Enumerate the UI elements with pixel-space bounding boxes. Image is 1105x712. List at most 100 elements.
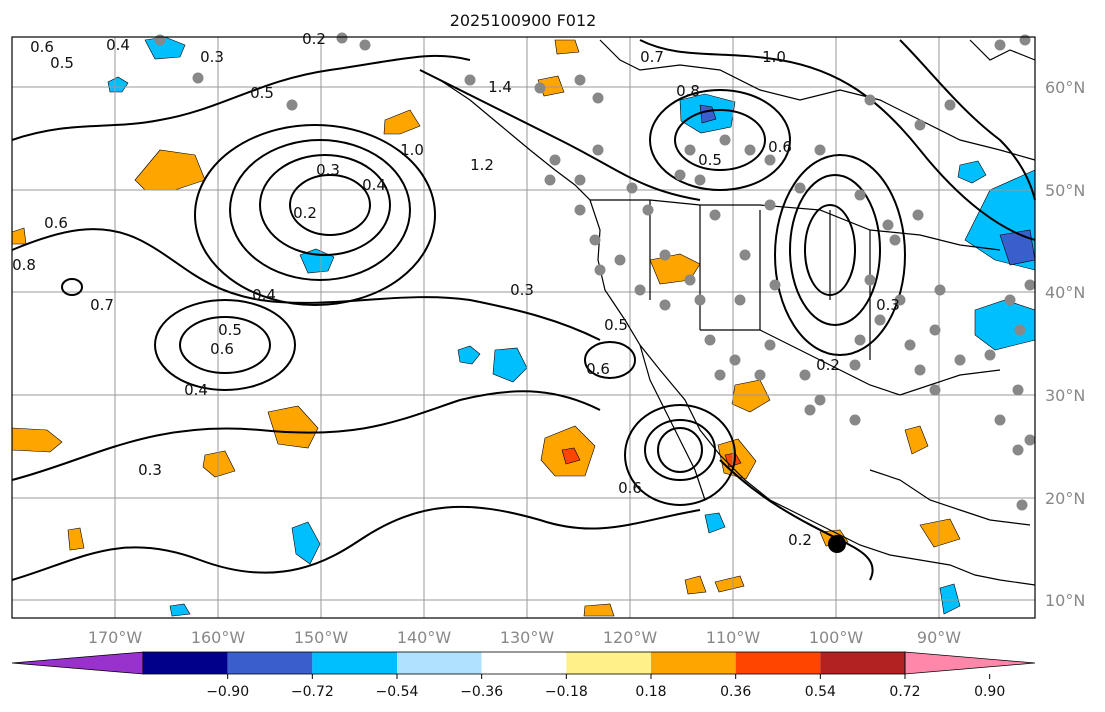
contour-label: 0.3 — [876, 296, 900, 314]
station-dot — [764, 339, 776, 351]
colorbar-label: 0.90 — [974, 684, 1005, 700]
station-dot — [1024, 279, 1036, 291]
station-markers — [154, 32, 1036, 511]
contour-label: 0.4 — [252, 286, 276, 304]
station-dot — [359, 39, 371, 51]
contour-label: 0.6 — [30, 38, 54, 56]
station-dot — [594, 264, 606, 276]
station-dot — [1014, 324, 1026, 336]
contour-label: 0.4 — [184, 381, 208, 399]
blue-patch — [939, 583, 961, 615]
orange-patch — [202, 450, 236, 478]
contour-label: 1.4 — [488, 78, 512, 96]
longitude-label: 120°W — [603, 628, 658, 647]
station-dot — [799, 369, 811, 381]
orange-patch — [583, 603, 615, 617]
colorbar-segment — [397, 652, 482, 674]
colorbar-segment — [227, 652, 313, 674]
contour-label: 0.3 — [510, 281, 534, 299]
station-dot — [694, 294, 706, 306]
longitude-label: 130°W — [500, 628, 555, 647]
station-dot — [944, 99, 956, 111]
latitude-label: 50°N — [1045, 181, 1085, 200]
station-dot — [684, 274, 696, 286]
station-dot — [659, 249, 671, 261]
colorbar-segment — [820, 652, 905, 674]
contour-label: 0.6 — [586, 360, 610, 378]
station-dot — [544, 174, 556, 186]
latitude-label: 10°N — [1045, 591, 1085, 610]
map-frame — [11, 36, 1036, 619]
colorbar-label: 0.72 — [889, 684, 920, 700]
station-dot — [674, 169, 686, 181]
station-dot — [874, 314, 886, 326]
orange-patch — [383, 109, 421, 135]
station-dot — [1024, 434, 1036, 446]
colorbar-label: −0.18 — [545, 684, 588, 700]
station-dot — [914, 119, 926, 131]
colorbar-label: 0.36 — [720, 684, 751, 700]
station-dot — [659, 299, 671, 311]
station-dot — [794, 182, 806, 194]
station-dot — [929, 324, 941, 336]
station-dot — [549, 154, 561, 166]
station-dot — [154, 34, 166, 46]
station-dot — [929, 384, 941, 396]
contour-label: 1.0 — [400, 141, 424, 159]
station-dot — [889, 234, 901, 246]
station-dot — [854, 189, 866, 201]
contour-label: 0.2 — [302, 30, 326, 48]
contour-label: 0.3 — [200, 48, 224, 66]
station-dot — [626, 182, 638, 194]
latitude-label: 20°N — [1045, 489, 1085, 508]
station-dot — [614, 254, 626, 266]
latitude-label: 60°N — [1045, 78, 1085, 97]
contour-label: 0.6 — [768, 138, 792, 156]
contour-label: 0.5 — [250, 84, 274, 102]
colorbar-label: −0.36 — [460, 684, 503, 700]
latitude-label: 40°N — [1045, 283, 1085, 302]
station-dot — [1016, 499, 1028, 511]
contour-label: 0.5 — [50, 54, 74, 72]
station-dot — [574, 174, 586, 186]
station-dot — [534, 82, 546, 94]
colorbar-label: −0.90 — [206, 684, 249, 700]
station-dot — [739, 249, 751, 261]
station-dot — [894, 294, 906, 306]
station-dot — [934, 284, 946, 296]
station-dot — [864, 274, 876, 286]
contour-label: 0.6 — [210, 340, 234, 358]
contour-label: 0.8 — [676, 82, 700, 100]
orange-patch — [67, 527, 85, 551]
station-dot — [192, 72, 204, 84]
orange-patch — [904, 425, 929, 455]
station-dot — [914, 364, 926, 376]
station-dot — [719, 134, 731, 146]
map-panel: 0.60.5 0.30.20.40.50.30.40.20.60.80.70.40… — [11, 30, 1036, 619]
station-dot — [694, 174, 706, 186]
latitude-label: 30°N — [1045, 386, 1085, 405]
storm-center-marker — [828, 535, 846, 553]
station-dot — [734, 294, 746, 306]
blue-patch — [957, 160, 987, 184]
station-dot — [592, 144, 604, 156]
longitude-label: 160°W — [191, 628, 246, 647]
blue-patch — [704, 512, 726, 534]
station-dot — [764, 199, 776, 211]
station-dot — [849, 414, 861, 426]
station-dot — [769, 279, 781, 291]
station-dot — [1019, 34, 1031, 46]
station-dot — [1012, 444, 1024, 456]
station-dot — [574, 204, 586, 216]
coastlines — [419, 39, 1036, 586]
station-dot — [854, 334, 866, 346]
contour-label: 0.3 — [138, 461, 162, 479]
station-dot — [882, 219, 894, 231]
longitude-label: 140°W — [397, 628, 452, 647]
station-dot — [574, 74, 586, 86]
blue-patch — [457, 345, 481, 365]
station-dot — [814, 394, 826, 406]
station-dot — [592, 92, 604, 104]
contour-label: 0.7 — [640, 48, 664, 66]
